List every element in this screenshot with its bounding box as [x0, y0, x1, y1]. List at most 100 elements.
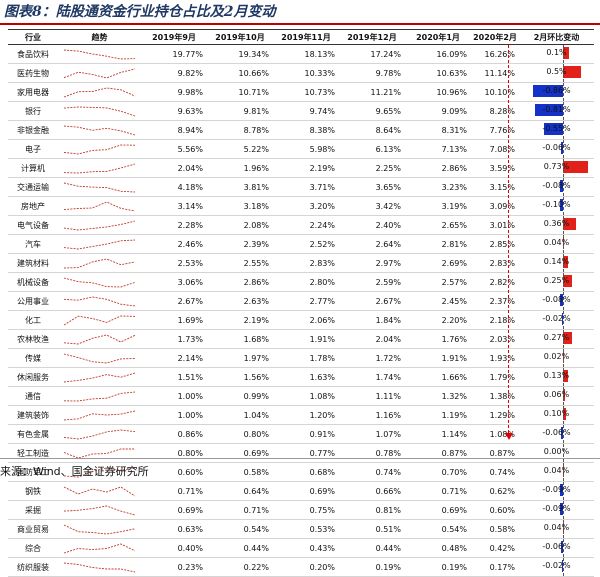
holding-share-2019-12: 0.81% [339, 500, 405, 520]
change-zero-line [563, 102, 564, 120]
holding-share-2019-09: 2.14% [141, 348, 207, 368]
holding-share-2019-12: 1.07% [339, 424, 405, 444]
trend-sparkline [63, 391, 136, 401]
holding-share-2019-09: 5.56% [141, 139, 207, 159]
holding-share-2019-09: 1.73% [141, 329, 207, 349]
holding-share-2019-11: 0.43% [273, 538, 339, 558]
table-row: 化工 1.69% 2.19% 2.06% 1.84% 2.20% 2.18% -0.02% [8, 310, 594, 330]
industry-name: 采掘 [8, 500, 58, 520]
holding-share-2019-12: 0.44% [339, 538, 405, 558]
holding-share-2020-02: 1.29% [471, 405, 519, 425]
trend-sparkline-cell [58, 196, 141, 216]
trend-sparkline [63, 258, 136, 268]
holding-share-2019-10: 2.86% [207, 272, 273, 292]
header-2020-01: 2020年1月 [405, 29, 471, 45]
trend-sparkline-cell [58, 519, 141, 539]
holding-share-2019-10: 3.18% [207, 196, 273, 216]
holding-share-2020-01: 2.81% [405, 234, 471, 254]
trend-sparkline [63, 505, 136, 515]
holding-share-2019-12: 2.97% [339, 253, 405, 273]
holding-share-2019-09: 2.04% [141, 158, 207, 178]
trend-sparkline-line [63, 505, 136, 515]
holding-share-2020-02: 7.08% [471, 139, 519, 159]
table-row: 传媒 2.14% 1.97% 1.78% 1.72% 1.91% 1.93% 0.02% [8, 348, 594, 368]
table-row: 农林牧渔 1.73% 1.68% 1.91% 2.04% 1.76% 2.03% 0.27% [8, 329, 594, 349]
trend-sparkline [63, 182, 136, 192]
change-zero-line [563, 178, 564, 196]
holding-share-2020-01: 1.91% [405, 348, 471, 368]
trend-sparkline-line [63, 562, 136, 572]
holding-share-2019-11: 8.38% [273, 120, 339, 140]
trend-sparkline-line [63, 524, 136, 534]
holding-share-2019-11: 1.91% [273, 329, 339, 349]
figure-title: 图表8：陆股通资金行业持仓占比及2月变动 [4, 4, 276, 20]
change-zero-line [563, 444, 564, 462]
holding-share-2020-02: 2.85% [471, 234, 519, 254]
holding-share-2019-11: 2.52% [273, 234, 339, 254]
trend-sparkline-line [63, 448, 135, 458]
trend-sparkline [63, 68, 136, 78]
trend-sparkline-line [63, 296, 136, 306]
holding-share-2020-02: 1.38% [471, 386, 519, 406]
bottom-rule [0, 458, 600, 459]
industry-name: 化工 [8, 310, 58, 330]
holding-share-2019-09: 0.71% [141, 481, 207, 501]
trend-sparkline [63, 467, 136, 477]
trend-sparkline [63, 125, 136, 135]
change-zero-line [563, 64, 564, 82]
holding-share-2019-09: 9.98% [141, 82, 207, 102]
holding-share-2020-02: 8.28% [471, 101, 519, 121]
change-zero-line [563, 83, 564, 101]
feb-change-cell: -0.06% [519, 424, 594, 444]
feb-change-cell: -0.09% [519, 500, 594, 520]
holding-share-2020-01: 1.76% [405, 329, 471, 349]
change-bar-negative [562, 313, 563, 325]
change-zero-line [563, 140, 564, 158]
holding-share-2019-10: 1.04% [207, 405, 273, 425]
holding-share-2020-02: 3.01% [471, 215, 519, 235]
holding-share-2019-10: 2.55% [207, 253, 273, 273]
industry-name: 房地产 [8, 196, 58, 216]
holding-share-2019-09: 0.23% [141, 557, 207, 577]
feb-change-cell: 0.02% [519, 348, 594, 368]
feb-change-value: -0.06% [542, 143, 571, 152]
holding-share-2020-01: 0.87% [405, 443, 471, 463]
holding-share-2019-11: 1.63% [273, 367, 339, 387]
header-2019-11: 2019年11月 [273, 29, 339, 45]
trend-sparkline-line [63, 258, 136, 268]
holding-share-2019-09: 1.69% [141, 310, 207, 330]
holding-share-2019-12: 2.40% [339, 215, 405, 235]
holding-share-2019-12: 1.74% [339, 367, 405, 387]
table-row: 纺织服装 0.23% 0.22% 0.20% 0.19% 0.19% 0.17% -0.02% [8, 557, 594, 577]
feb-change-value: -0.81% [542, 105, 571, 114]
holding-share-2019-10: 0.22% [207, 557, 273, 577]
header-2019-09: 2019年9月 [141, 29, 207, 45]
holding-share-2019-10: 8.78% [207, 120, 273, 140]
table-row: 电子 5.56% 5.22% 5.98% 6.13% 7.13% 7.08% -0.06% [8, 139, 594, 159]
change-zero-line [563, 349, 564, 367]
holding-share-2019-11: 18.13% [273, 44, 339, 64]
holding-share-2019-09: 9.82% [141, 63, 207, 83]
holding-share-2019-11: 2.77% [273, 291, 339, 311]
holding-share-2020-02: 0.58% [471, 519, 519, 539]
holding-share-2020-01: 2.65% [405, 215, 471, 235]
trend-sparkline-cell [58, 424, 141, 444]
industry-name: 银行 [8, 101, 58, 121]
holding-share-2019-11: 0.68% [273, 462, 339, 482]
feb-change-cell: 0.27% [519, 329, 594, 349]
feb-change-value: -0.02% [542, 561, 571, 570]
feb-change-cell: 0.1% [519, 44, 594, 64]
holding-share-2020-02: 0.60% [471, 500, 519, 520]
feb-change-cell: -0.06% [519, 139, 594, 159]
holding-share-2020-02: 0.62% [471, 481, 519, 501]
feb-change-cell: -0.81% [519, 101, 594, 121]
holding-share-2019-10: 0.71% [207, 500, 273, 520]
table-row: 商业贸易 0.63% 0.54% 0.53% 0.51% 0.54% 0.58% 0.04% [8, 519, 594, 539]
table-row: 电气设备 2.28% 2.08% 2.24% 2.40% 2.65% 3.01% 0.36% [8, 215, 594, 235]
feb-change-value: -0.08% [542, 295, 571, 304]
industry-name: 医药生物 [8, 63, 58, 83]
trend-sparkline-line [63, 49, 136, 59]
holding-share-2020-01: 10.96% [405, 82, 471, 102]
industry-name: 轻工制造 [8, 443, 58, 463]
table-row: 医药生物 9.82% 10.66% 10.33% 9.78% 10.63% 11.14% 0.… [8, 63, 594, 83]
